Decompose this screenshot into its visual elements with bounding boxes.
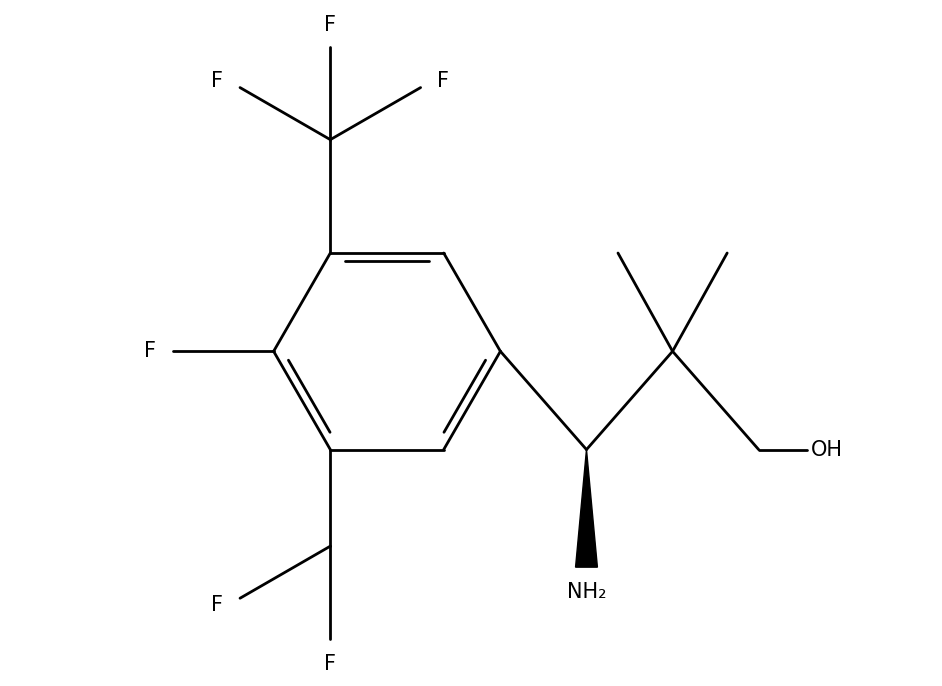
Text: F: F <box>324 14 336 35</box>
Text: NH₂: NH₂ <box>567 582 607 602</box>
Text: F: F <box>144 342 156 362</box>
Text: F: F <box>211 71 223 91</box>
Text: F: F <box>437 71 449 91</box>
Text: F: F <box>211 595 223 615</box>
Text: F: F <box>324 654 336 674</box>
Polygon shape <box>576 449 597 567</box>
Text: OH: OH <box>811 440 843 460</box>
